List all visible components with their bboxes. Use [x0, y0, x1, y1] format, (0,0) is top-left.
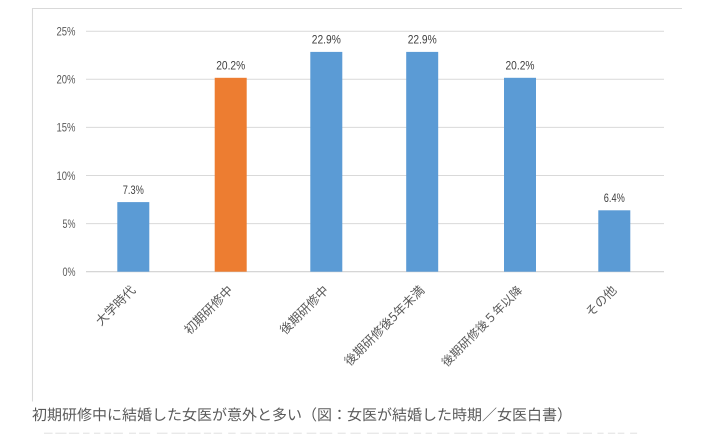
svg-text:20.2%: 20.2% — [506, 59, 535, 73]
svg-text:10%: 10% — [57, 169, 76, 183]
svg-text:0%: 0% — [63, 265, 76, 279]
svg-text:5%: 5% — [63, 217, 76, 231]
svg-text:25%: 25% — [57, 25, 76, 39]
svg-text:22.9%: 22.9% — [312, 33, 341, 47]
svg-text:22.9%: 22.9% — [408, 33, 437, 47]
svg-text:6.4%: 6.4% — [604, 191, 625, 205]
svg-text:20.2%: 20.2% — [216, 59, 245, 73]
svg-text:7.3%: 7.3% — [123, 183, 144, 197]
svg-text:15%: 15% — [57, 121, 76, 135]
svg-text:20%: 20% — [57, 73, 76, 87]
